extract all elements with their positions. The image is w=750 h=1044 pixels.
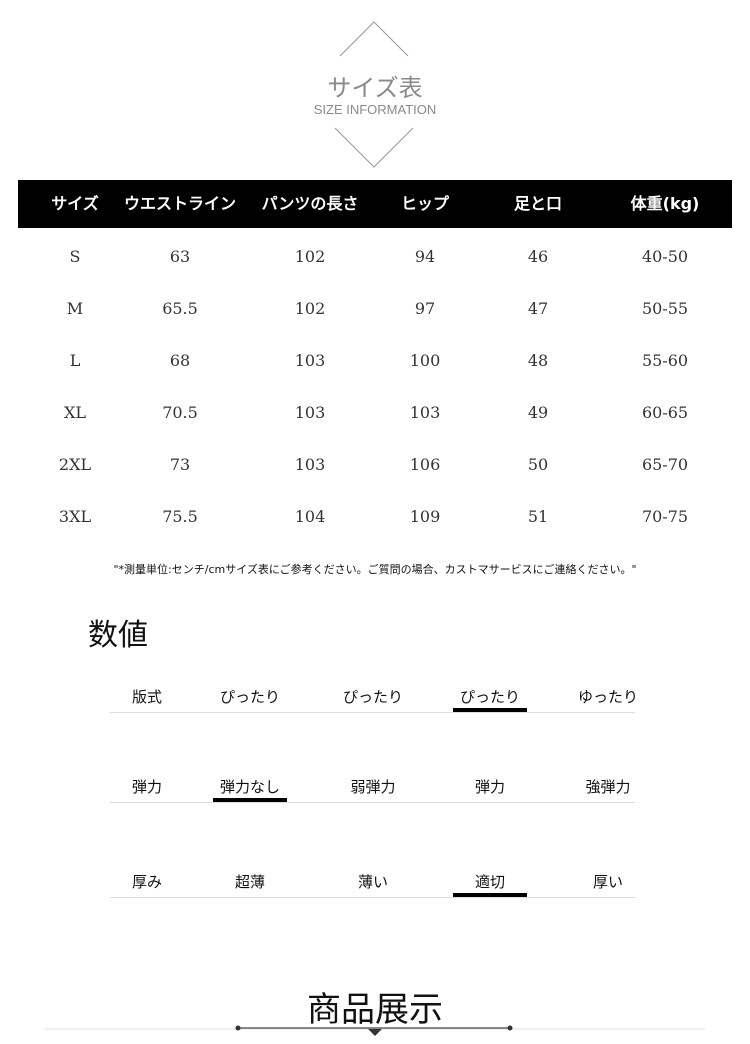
attribute-option: ぴったり (342, 688, 404, 706)
table-cell: 2XL (58, 455, 92, 474)
table-cell: 73 (169, 455, 191, 474)
column-header: サイズ (51, 194, 99, 213)
table-cell: 46 (527, 247, 549, 266)
attribute-option: 強弾力 (585, 778, 631, 796)
table-cell: 102 (294, 299, 326, 318)
table-cell: 94 (414, 247, 436, 266)
values-title: 数値 (88, 618, 148, 653)
table-cell: M (66, 299, 84, 318)
table-cell: 65-70 (641, 455, 689, 474)
table-cell: 70.5 (162, 403, 198, 422)
table-cell: S (69, 247, 81, 266)
attribute-option: 弾力なし (219, 778, 281, 796)
selected-indicator (453, 893, 527, 897)
attribute-option: 弾力 (474, 778, 506, 796)
table-cell: 60-65 (641, 403, 689, 422)
attribute-option: 弱弾力 (350, 778, 396, 796)
table-cell: 106 (409, 455, 441, 474)
size-chart-subtitle: SIZE INFORMATION (313, 102, 437, 117)
table-cell: 55-60 (641, 351, 689, 370)
attribute-rule (110, 897, 635, 898)
table-cell: 103 (409, 403, 441, 422)
column-header: 足と口 (513, 194, 563, 213)
table-cell: 50-55 (641, 299, 689, 318)
attribute-option: ゆったり (577, 688, 639, 706)
attribute-option: 薄い (357, 873, 389, 891)
attribute-label: 版式 (131, 688, 163, 706)
table-cell: L (69, 351, 81, 370)
table-cell: 3XL (58, 507, 92, 526)
title-divider (235, 1025, 513, 1036)
column-header: ヒップ (400, 194, 450, 213)
table-cell: 102 (294, 247, 326, 266)
table-cell: 97 (414, 299, 436, 318)
attribute-option: 厚い (592, 873, 624, 891)
attribute-option: 超薄 (234, 873, 266, 891)
attribute-option: 適切 (474, 873, 506, 891)
table-cell: 103 (294, 403, 326, 422)
table-cell: 48 (527, 351, 549, 370)
diamond-decoration (334, 21, 414, 168)
table-cell: XL (63, 403, 87, 422)
attribute-option: ぴったり (459, 688, 521, 706)
table-cell: 63 (169, 247, 191, 266)
table-cell: 75.5 (162, 507, 198, 526)
table-cell: 40-50 (641, 247, 689, 266)
attribute-option: ぴったり (219, 688, 281, 706)
attribute-rule (110, 802, 635, 803)
table-cell: 103 (294, 455, 326, 474)
table-cell: 104 (294, 507, 326, 526)
table-header: サイズ ウエストライン パンツの長さ ヒップ 足と口 体重(kg) (18, 180, 732, 228)
table-cell: 49 (527, 403, 549, 422)
table-cell: 65.5 (162, 299, 198, 318)
column-header: パンツの長さ (261, 194, 359, 213)
table-cell: 109 (409, 507, 441, 526)
table-cell: 103 (294, 351, 326, 370)
selected-indicator (453, 708, 527, 712)
table-cell: 70-75 (641, 507, 689, 526)
product-display-title: 商品展示 (307, 990, 443, 1030)
attribute-rule (110, 712, 635, 713)
down-triangle-icon (368, 1029, 382, 1036)
attribute-label: 厚み (131, 873, 163, 891)
column-header: ウエストライン (123, 194, 237, 213)
table-cell: 50 (527, 455, 549, 474)
size-chart-title: サイズ表 (327, 74, 423, 102)
selected-indicator (213, 798, 287, 802)
column-header: 体重(kg) (630, 194, 700, 213)
measurement-note: "*測量単位:センチ/cmサイズ表にご参考ください。ご質問の場合、カストマサービ… (113, 563, 637, 576)
table-cell: 68 (169, 351, 191, 370)
attribute-label: 弾力 (131, 778, 163, 796)
table-cell: 47 (527, 299, 549, 318)
table-cell: 100 (409, 351, 441, 370)
table-cell: 51 (527, 507, 549, 526)
